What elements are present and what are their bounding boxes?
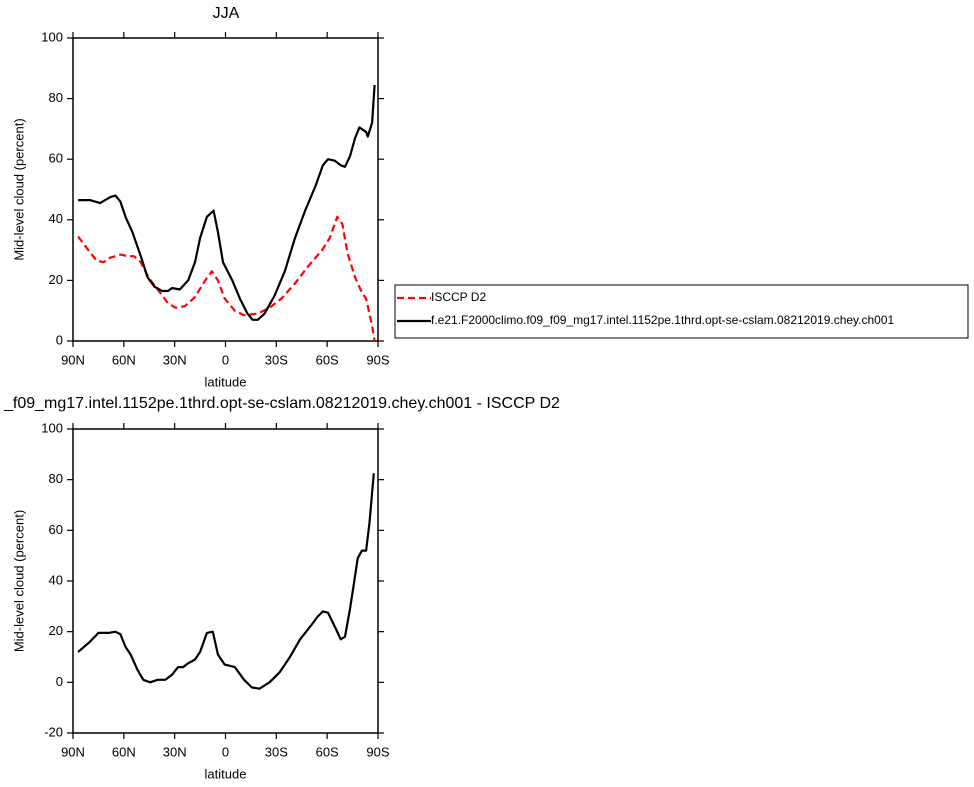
y-tick-label: 20	[49, 623, 63, 638]
x-tick-label: 30S	[265, 744, 288, 759]
y-tick-label: -20	[44, 724, 63, 739]
x-axis-label: latitude	[205, 766, 247, 781]
legend-box	[394, 284, 969, 339]
plot-frame	[72, 37, 379, 342]
line-series	[77, 473, 375, 690]
y-axis-label: Mid-level cloud (percent)	[11, 510, 26, 652]
x-axis-label: latitude	[205, 374, 247, 389]
x-tick-label: 30N	[163, 744, 187, 759]
y-tick-label: 100	[41, 420, 63, 435]
chart-title: _f09_mg17.intel.1152pe.1thrd.opt-se-csla…	[3, 395, 560, 412]
y-axis-label: Mid-level cloud (percent)	[11, 118, 26, 260]
x-tick-label: 90N	[61, 352, 85, 367]
line-series	[77, 215, 376, 342]
y-tick-label: 60	[49, 151, 63, 166]
legend-label: ISCCP D2	[431, 290, 486, 304]
chart-title: JJA	[213, 5, 240, 22]
x-tick-label: 90S	[366, 744, 389, 759]
legend-label: f.e21.F2000climo.f09_f09_mg17.intel.1152…	[431, 313, 895, 327]
x-tick-label: 60N	[112, 352, 136, 367]
x-tick-label: 30S	[265, 352, 288, 367]
x-tick-label: 60S	[316, 744, 339, 759]
y-tick-label: 40	[49, 572, 63, 587]
x-tick-label: 0	[222, 744, 229, 759]
x-tick-label: 90S	[366, 352, 389, 367]
x-tick-label: 0	[222, 352, 229, 367]
line-series	[78, 84, 376, 321]
y-tick-label: 0	[56, 674, 63, 689]
plot-frame	[72, 428, 379, 734]
y-tick-label: 0	[56, 332, 63, 347]
x-tick-label: 60N	[112, 744, 136, 759]
x-tick-label: 90N	[61, 744, 85, 759]
y-tick-label: 60	[49, 522, 63, 537]
y-tick-label: 20	[49, 272, 63, 287]
x-tick-label: 60S	[316, 352, 339, 367]
y-tick-label: 80	[49, 471, 63, 486]
y-tick-label: 40	[49, 211, 63, 226]
y-tick-label: 100	[41, 29, 63, 44]
y-tick-label: 80	[49, 90, 63, 105]
x-tick-label: 30N	[163, 352, 187, 367]
